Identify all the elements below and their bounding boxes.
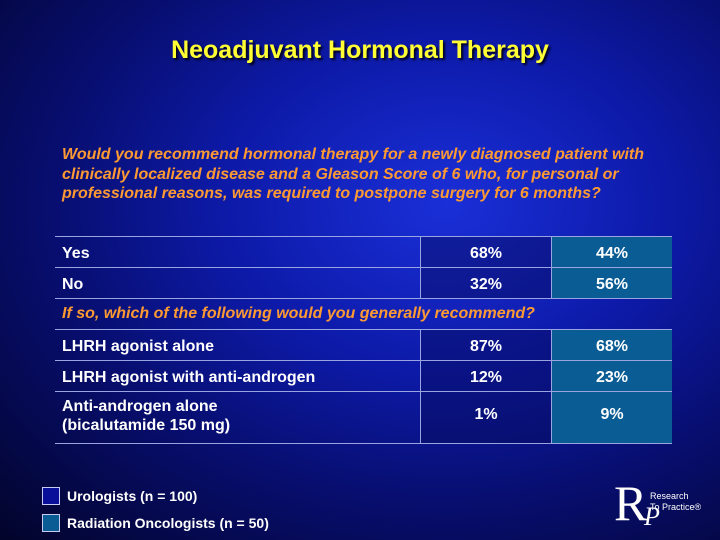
row-label: LHRH agonist alone <box>55 330 421 360</box>
radiation-swatch <box>42 514 60 532</box>
table-row: LHRH agonist with anti-androgen 12% 23% <box>55 361 672 392</box>
legend-label: Radiation Oncologists (n = 50) <box>67 515 269 531</box>
row-label-line1: Anti-androgen alone <box>62 398 218 415</box>
radiation-value: 68% <box>552 330 672 360</box>
results-table: Yes 68% 44% No 32% 56% If so, which of t… <box>55 236 672 444</box>
survey-question: Would you recommend hormonal therapy for… <box>62 146 644 202</box>
legend-item-urologists: Urologists (n = 100) <box>42 486 269 506</box>
subquestion-row: If so, which of the following would you … <box>55 299 672 330</box>
urologists-value: 87% <box>421 330 552 360</box>
table-row: LHRH agonist alone 87% 68% <box>55 330 672 361</box>
urologists-value: 1% <box>421 392 552 443</box>
radiation-value: 56% <box>552 268 672 298</box>
legend-item-radiation: Radiation Oncologists (n = 50) <box>42 513 269 533</box>
legend: Urologists (n = 100) Radiation Oncologis… <box>42 486 269 540</box>
slide-title: Neoadjuvant Hormonal Therapy <box>171 36 549 64</box>
logo-p-letter: P <box>644 502 660 531</box>
legend-label: Urologists (n = 100) <box>67 488 198 504</box>
radiation-value: 44% <box>552 237 672 267</box>
logo-r-letter: R <box>614 475 648 531</box>
radiation-value: 9% <box>552 392 672 443</box>
urologists-swatch <box>42 487 60 505</box>
urologists-value: 12% <box>421 361 552 391</box>
row-label: No <box>55 268 421 298</box>
logo-text-line2: To Practice® <box>650 502 702 512</box>
row-label: Anti-androgen alone (bicalutamide 150 mg… <box>55 392 421 443</box>
table-row: Anti-androgen alone (bicalutamide 150 mg… <box>55 392 672 444</box>
subquestion: If so, which of the following would you … <box>62 305 535 322</box>
row-label: LHRH agonist with anti-androgen <box>55 361 421 391</box>
urologists-value: 32% <box>421 268 552 298</box>
rtp-logo: R P Research To Practice® <box>614 478 714 532</box>
row-label: Yes <box>55 237 421 267</box>
table-row: No 32% 56% <box>55 268 672 299</box>
logo-text-line1: Research <box>650 491 689 501</box>
urologists-value: 68% <box>421 237 552 267</box>
row-label-line2: (bicalutamide 150 mg) <box>62 417 231 434</box>
table-row: Yes 68% 44% <box>55 236 672 268</box>
radiation-value: 23% <box>552 361 672 391</box>
